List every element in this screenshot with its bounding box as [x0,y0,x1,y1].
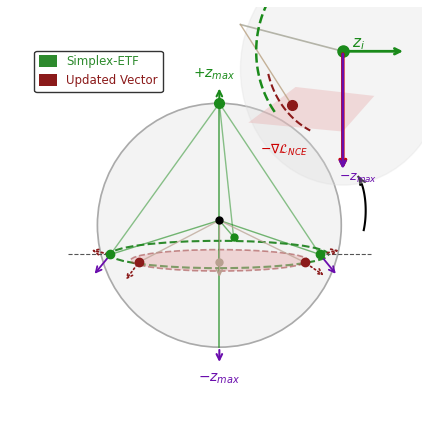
Text: $-z_{max}$: $-z_{max}$ [198,372,241,386]
Ellipse shape [131,250,308,271]
Text: $z_i$: $z_i$ [352,36,365,52]
Circle shape [241,0,428,185]
Legend: Simplex-ETF, Updated Vector: Simplex-ETF, Updated Vector [34,51,163,92]
Text: $-\nabla\mathcal{L}_{NCE}$: $-\nabla\mathcal{L}_{NCE}$ [260,142,308,158]
Circle shape [98,103,341,347]
Text: $+z_{max}$: $+z_{max}$ [193,66,235,82]
Polygon shape [248,87,374,132]
Text: $-z_{max}$: $-z_{max}$ [339,172,377,185]
